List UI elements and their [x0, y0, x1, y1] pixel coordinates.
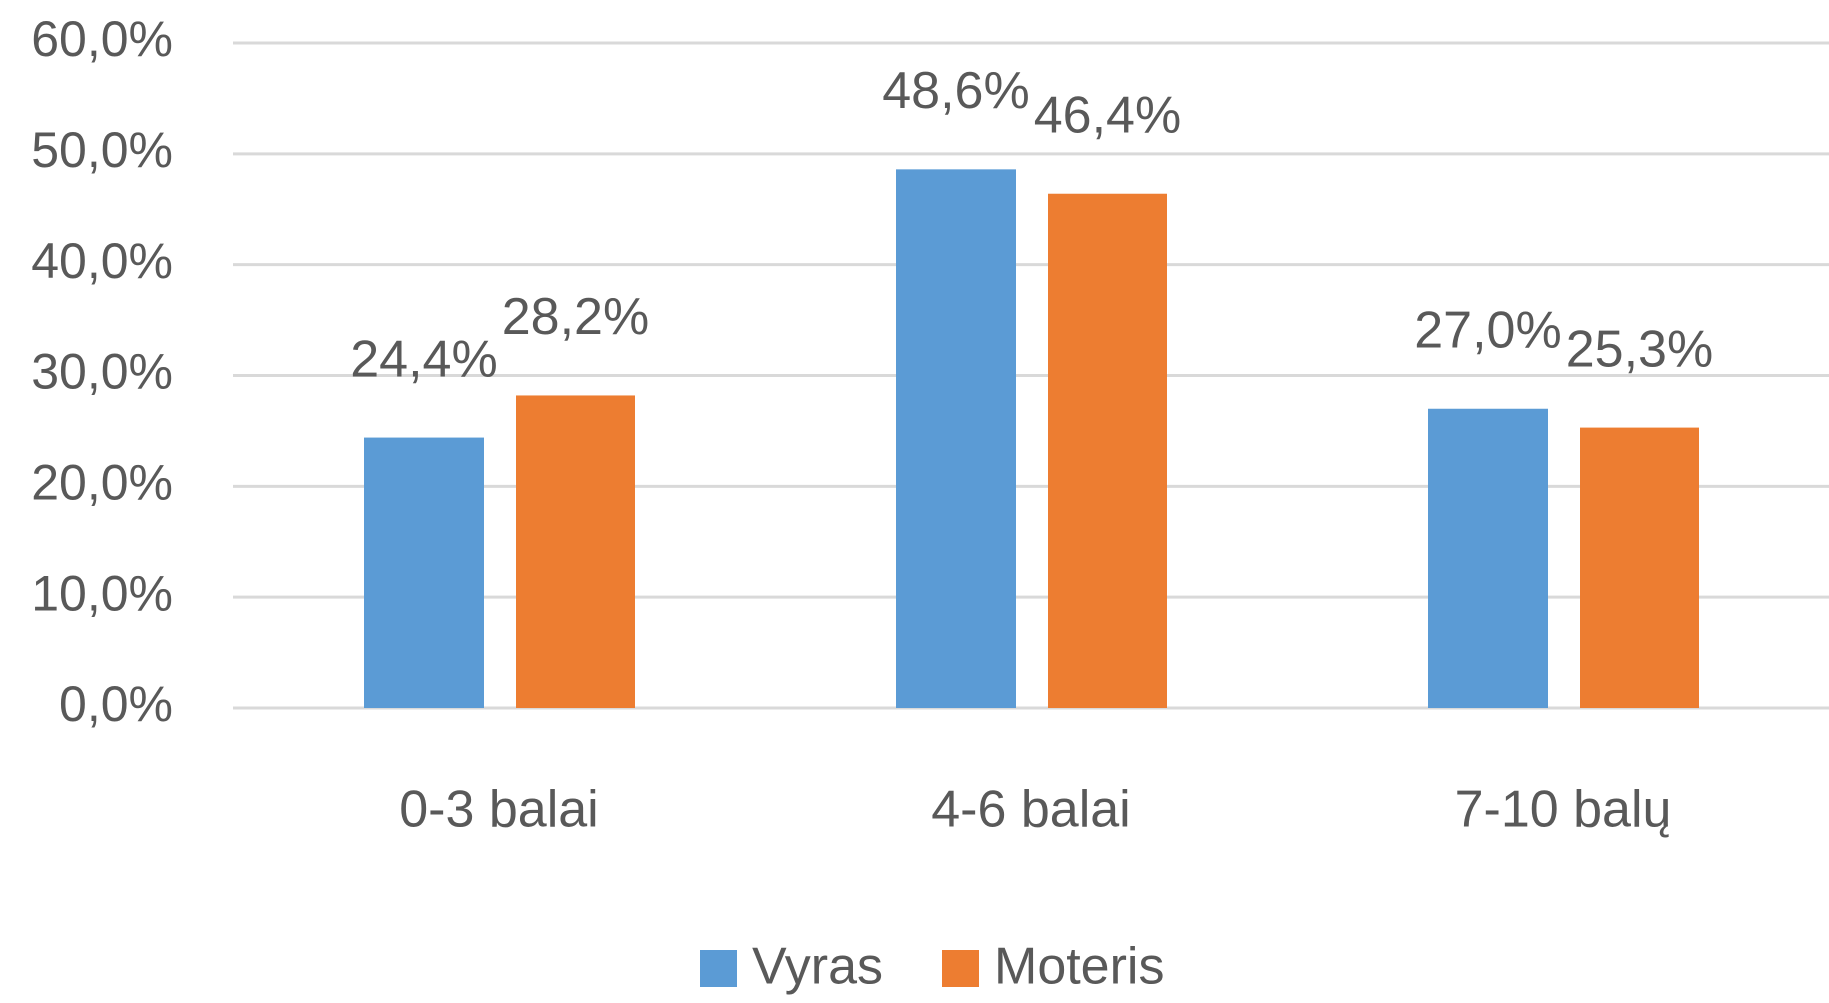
bar — [364, 437, 484, 708]
y-tick-label: 0,0% — [59, 676, 173, 732]
y-tick-label: 50,0% — [31, 122, 173, 178]
y-tick-label: 30,0% — [31, 344, 173, 400]
y-tick-label: 10,0% — [31, 565, 173, 621]
data-label: 27,0% — [1414, 301, 1561, 359]
bar — [896, 169, 1016, 709]
y-tick-label: 40,0% — [31, 233, 173, 289]
bar — [1580, 427, 1699, 708]
data-label: 25,3% — [1566, 320, 1713, 378]
y-tick-label: 60,0% — [31, 11, 173, 67]
legend-label: Vyras — [752, 938, 883, 996]
data-label: 28,2% — [502, 288, 649, 346]
legend-label: Moteris — [994, 938, 1164, 996]
bar — [1428, 408, 1548, 708]
y-tick-label: 20,0% — [31, 455, 173, 511]
x-tick-label: 0-3 balai — [399, 781, 598, 839]
data-label: 46,4% — [1034, 86, 1181, 144]
bar — [516, 395, 635, 708]
data-label: 48,6% — [882, 62, 1029, 120]
data-label: 24,4% — [350, 330, 497, 388]
x-tick-label: 4-6 balai — [931, 781, 1130, 839]
legend-swatch — [942, 950, 979, 987]
bar — [1048, 193, 1167, 708]
legend-swatch — [700, 950, 737, 987]
x-tick-label: 7-10 balų — [1455, 781, 1672, 839]
